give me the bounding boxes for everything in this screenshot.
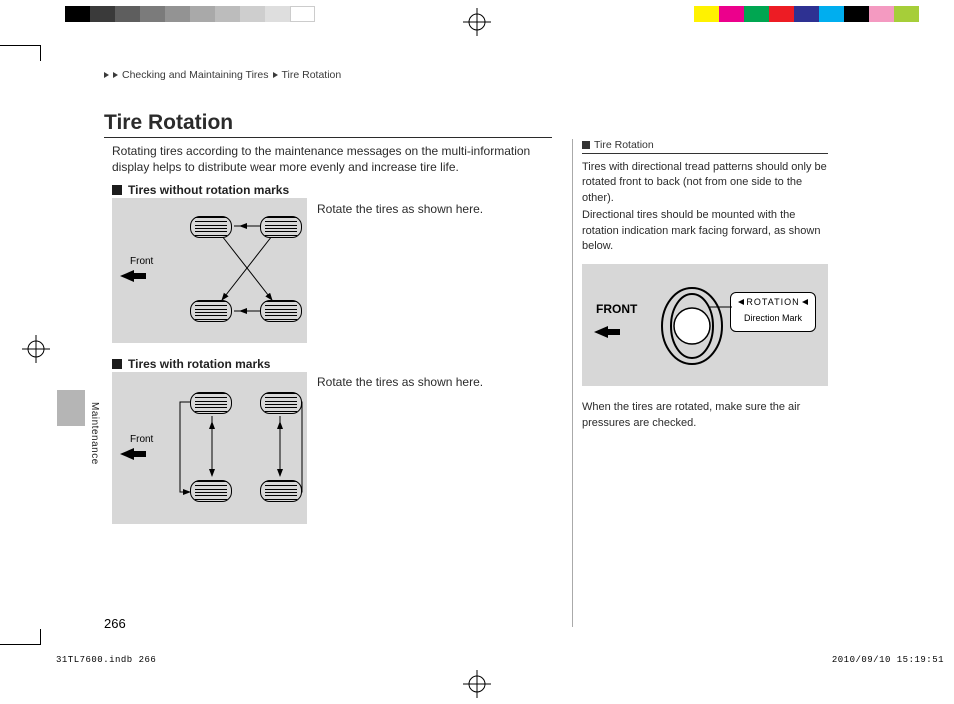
rotation-indicator-box: ROTATION Direction Mark — [730, 292, 816, 332]
section-tab — [57, 390, 85, 426]
footer-right-text: 2010/09/10 15:19:51 — [832, 655, 944, 665]
front-label: Front — [130, 434, 153, 445]
sidebar-note-column: Tire Rotation Tires with directional tre… — [582, 139, 828, 431]
crop-mark-icon — [0, 45, 40, 46]
note-paragraph: When the tires are rotated, make sure th… — [582, 400, 828, 431]
square-bullet-icon — [112, 359, 122, 369]
page-title: Tire Rotation — [104, 111, 233, 135]
front-label: FRONT — [596, 302, 637, 316]
heading-text: Tires with rotation marks — [128, 357, 270, 371]
registration-mark-icon — [463, 670, 491, 698]
front-label: Front — [130, 256, 153, 267]
triangle-icon — [104, 72, 109, 78]
tire-rotation-diagram-front-back: Front — [112, 372, 307, 524]
direction-mark-label: Direction Mark — [731, 313, 815, 323]
instruction-text: Rotate the tires as shown here. — [317, 375, 483, 389]
section-heading-with-marks: Tires with rotation marks — [112, 357, 270, 371]
triangle-icon — [273, 72, 278, 78]
breadcrumb: Checking and Maintaining Tires Tire Rota… — [104, 69, 341, 81]
horizontal-rule — [104, 137, 552, 138]
breadcrumb-item: Checking and Maintaining Tires — [122, 69, 269, 81]
registration-mark-icon — [463, 8, 491, 36]
footer-left-text: 31TL7600.indb 266 — [56, 655, 156, 665]
vertical-rule — [572, 139, 573, 627]
arrow-left-icon — [738, 299, 744, 305]
front-arrow-icon — [120, 448, 134, 460]
front-arrow-icon — [594, 326, 608, 338]
square-bullet-icon — [112, 185, 122, 195]
crop-mark-icon — [0, 644, 40, 645]
directional-tire-diagram: FRONT ROTATION Direction Mark — [582, 264, 828, 386]
page-number: 266 — [104, 616, 126, 631]
note-paragraph: Directional tires should be mounted with… — [582, 208, 828, 254]
triangle-icon — [113, 72, 118, 78]
breadcrumb-item: Tire Rotation — [282, 69, 342, 81]
note-paragraph: Tires with directional tread patterns sh… — [582, 160, 828, 206]
section-tab-label: Maintenance — [89, 402, 100, 465]
arrow-left-icon — [802, 299, 808, 305]
sidebar-note-heading: Tire Rotation — [582, 139, 828, 154]
page-content: Checking and Maintaining Tires Tire Rota… — [42, 45, 912, 645]
heading-text: Tires without rotation marks — [128, 183, 289, 197]
front-arrow-icon — [120, 270, 134, 282]
tire-rotation-diagram-cross: Front — [112, 198, 307, 343]
section-heading-without-marks: Tires without rotation marks — [112, 183, 289, 197]
square-bullet-icon — [582, 141, 590, 149]
instruction-text: Rotate the tires as shown here. — [317, 202, 483, 216]
heading-text: Tire Rotation — [594, 139, 654, 151]
intro-text: Rotating tires according to the maintena… — [112, 143, 550, 175]
rotation-label: ROTATION — [746, 297, 799, 307]
